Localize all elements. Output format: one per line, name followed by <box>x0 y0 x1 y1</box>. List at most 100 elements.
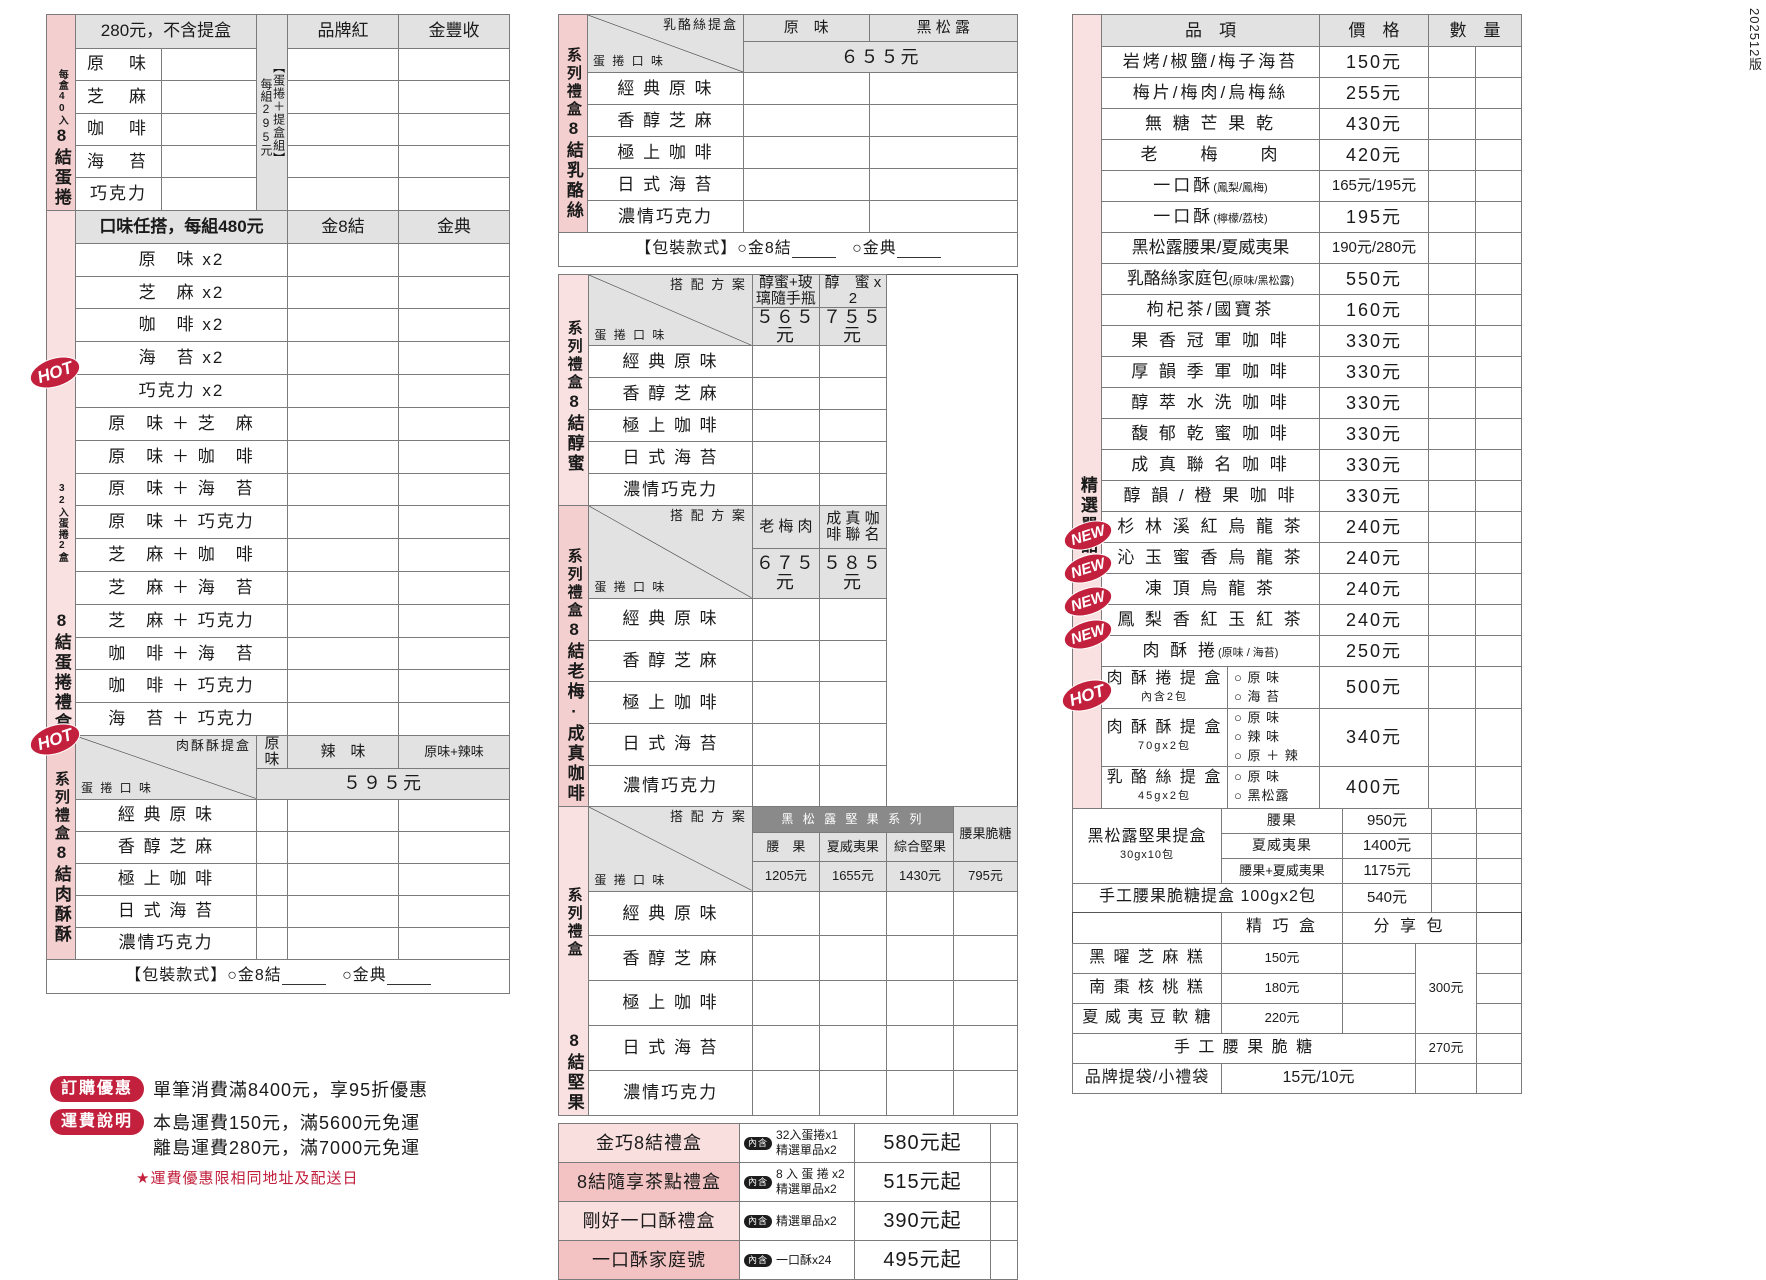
right-sp-qty-1b[interactable] <box>1474 666 1522 709</box>
ch-q1a[interactable] <box>743 104 870 137</box>
giftbox-q12a[interactable] <box>287 636 399 671</box>
right-qty-17a[interactable] <box>1428 573 1476 605</box>
right-qty-0a[interactable] <box>1428 46 1476 78</box>
pc-q3b[interactable] <box>818 722 887 766</box>
eggroll-gold-4[interactable] <box>398 177 510 211</box>
eggroll-qty-2[interactable] <box>161 112 257 146</box>
hn-q4a[interactable] <box>751 473 820 507</box>
giftbox-q12b[interactable] <box>398 636 510 671</box>
right-qty-7b[interactable] <box>1474 263 1522 295</box>
ch-q0b[interactable] <box>868 72 1019 105</box>
giftbox-q2b[interactable] <box>398 308 510 343</box>
pf-q2c[interactable] <box>398 862 510 896</box>
cake-q1-2[interactable] <box>1342 1002 1416 1034</box>
nt-q0d[interactable] <box>953 890 1018 937</box>
eggroll-qty-0[interactable] <box>161 47 257 82</box>
giftbox-q8a[interactable] <box>287 505 399 540</box>
giftbox-q7b[interactable] <box>398 472 510 507</box>
right-qty-3a[interactable] <box>1428 139 1476 171</box>
eggroll-brandred-0[interactable] <box>287 47 399 82</box>
right-sp-qty-0a[interactable] <box>1428 635 1476 667</box>
cake-q2-0[interactable] <box>1476 942 1522 974</box>
nt-q3a[interactable] <box>751 1025 820 1072</box>
right-sp-qty-0b[interactable] <box>1474 635 1522 667</box>
giftbox-q4a[interactable] <box>287 374 399 408</box>
ch-q2b[interactable] <box>868 136 1019 169</box>
hn-q1b[interactable] <box>818 377 887 411</box>
nt-q0c[interactable] <box>885 890 955 937</box>
right-qty-6a[interactable] <box>1428 232 1476 264</box>
giftbox-q3b[interactable] <box>398 341 510 376</box>
hn-q3a[interactable] <box>751 441 820 475</box>
right-special-1-options[interactable]: ○ 原 味 ○ 海 苔 <box>1227 666 1320 709</box>
giftbox-q4b[interactable] <box>398 374 510 408</box>
right-special-2-options[interactable]: ○ 原 味 ○ 辣 味 ○ 原 ＋ 辣 <box>1227 708 1320 767</box>
right-qty-17b[interactable] <box>1474 573 1522 605</box>
right-qty-14a[interactable] <box>1428 480 1476 512</box>
truffle-qty-0a[interactable] <box>1431 807 1477 834</box>
cheese-package-note[interactable]: 【包裝款式】○金8結 ○金典 <box>558 232 1018 267</box>
pf-q2b[interactable] <box>287 862 399 896</box>
giftbox-q14b[interactable] <box>398 702 510 736</box>
giftbox-q11a[interactable] <box>287 603 399 638</box>
pf-q1c[interactable] <box>398 830 510 864</box>
giftbox-q11b[interactable] <box>398 603 510 638</box>
right-qty-14b[interactable] <box>1474 480 1522 512</box>
right-qty-12a[interactable] <box>1428 418 1476 450</box>
right-qty-2b[interactable] <box>1474 108 1522 140</box>
right-sp-qty-1a[interactable] <box>1428 666 1476 709</box>
giftbox-q5b[interactable] <box>398 406 510 441</box>
truffle-qty-2b[interactable] <box>1476 857 1522 884</box>
truffle-qty-1b[interactable] <box>1476 832 1522 859</box>
nt-q2d[interactable] <box>953 980 1018 1027</box>
combo-qty-1[interactable] <box>990 1162 1018 1203</box>
right-qty-18a[interactable] <box>1428 604 1476 636</box>
ch-q0a[interactable] <box>743 72 870 105</box>
pf-q3c[interactable] <box>398 894 510 928</box>
truffle-qty-1a[interactable] <box>1431 832 1477 859</box>
right-qty-4a[interactable] <box>1428 170 1476 202</box>
eggroll-qty-3[interactable] <box>161 144 257 179</box>
giftbox-q9a[interactable] <box>287 538 399 572</box>
eggroll-qty-4[interactable] <box>161 177 257 211</box>
cheese-opt1[interactable]: ○金8結 <box>737 240 792 258</box>
right-qty-3b[interactable] <box>1474 139 1522 171</box>
right-qty-13a[interactable] <box>1428 449 1476 481</box>
hn-q3b[interactable] <box>818 441 887 475</box>
right-qty-8a[interactable] <box>1428 294 1476 326</box>
cake-q2-3[interactable] <box>1476 1032 1522 1064</box>
right-qty-10a[interactable] <box>1428 356 1476 388</box>
right-qty-4b[interactable] <box>1474 170 1522 202</box>
pc-q1b[interactable] <box>818 639 887 683</box>
pc-q0a[interactable] <box>751 598 820 641</box>
right-qty-15b[interactable] <box>1474 511 1522 543</box>
pf-q1a[interactable] <box>255 830 289 864</box>
right-sp3-opt-1[interactable]: ○ 黑松露 <box>1234 788 1290 804</box>
pf-q3b[interactable] <box>287 894 399 928</box>
right-special-3-options[interactable]: ○ 原 味 ○ 黑松露 <box>1227 765 1320 809</box>
giftbox-q0b[interactable] <box>398 242 510 277</box>
package-opt1[interactable]: ○金8結 <box>227 966 282 984</box>
hn-q2a[interactable] <box>751 409 820 443</box>
right-qty-16a[interactable] <box>1428 542 1476 574</box>
pc-q1a[interactable] <box>751 639 820 683</box>
pf-q4b[interactable] <box>287 926 399 960</box>
truffle-qty-2a[interactable] <box>1431 857 1477 884</box>
right-qty-0b[interactable] <box>1474 46 1522 78</box>
eggroll-gold-3[interactable] <box>398 144 510 179</box>
ch-q3b[interactable] <box>868 168 1019 201</box>
eggroll-brandred-3[interactable] <box>287 144 399 179</box>
pc-q4a[interactable] <box>751 764 820 808</box>
right-qty-11a[interactable] <box>1428 387 1476 419</box>
package-opt2[interactable]: ○金典 <box>342 966 387 984</box>
eggroll-gold-2[interactable] <box>398 112 510 146</box>
nt-q4d[interactable] <box>953 1070 1018 1117</box>
right-qty-12b[interactable] <box>1474 418 1522 450</box>
pf-q4a[interactable] <box>255 926 289 960</box>
right-sp-qty-3b[interactable] <box>1474 765 1522 809</box>
giftbox-q14a[interactable] <box>287 702 399 736</box>
right-qty-8b[interactable] <box>1474 294 1522 326</box>
pf-q4c[interactable] <box>398 926 510 960</box>
right-qty-5a[interactable] <box>1428 201 1476 233</box>
nt-q2c[interactable] <box>885 980 955 1027</box>
